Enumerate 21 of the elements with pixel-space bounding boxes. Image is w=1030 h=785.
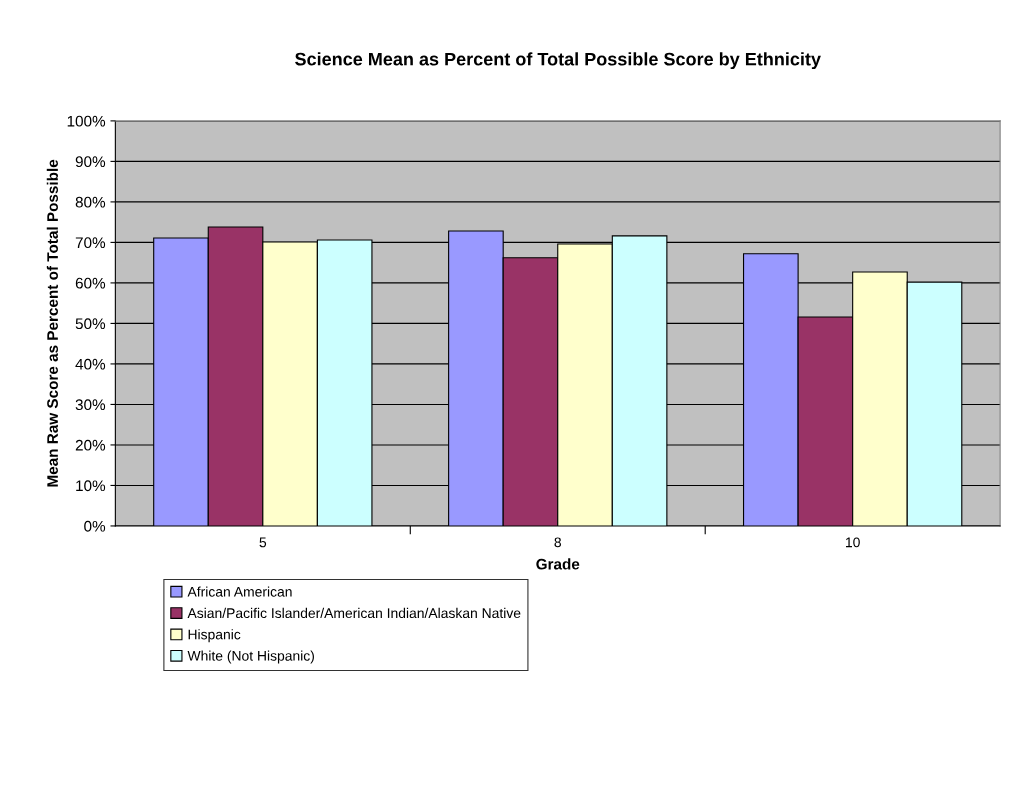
y-tick-label: 50% [75, 318, 106, 330]
legend-label: Asian/Pacific Islander/American Indian/Alaskan Native [187, 607, 521, 619]
legend-label: Hispanic [188, 629, 241, 643]
y-tick-label: 0% [84, 520, 106, 532]
y-tick-label: 100% [67, 115, 106, 127]
y-tick-label: 20% [75, 439, 106, 451]
y-tick-label: 40% [75, 358, 106, 370]
legend-label: African American [187, 586, 292, 597]
x-tick-label: 8 [554, 537, 561, 548]
y-tick-label: 60% [75, 277, 106, 289]
y-tick-label: 90% [75, 156, 106, 168]
chart-title: Science Mean as Percent of Total Possible Score by Ethnicity [295, 52, 821, 70]
x-tick-label: 5 [259, 537, 267, 548]
y-axis-title: Mean Raw Score as Percent of Total Possible [46, 159, 58, 487]
legend-label: White (Not Hispanic) [187, 650, 314, 664]
y-tick-label: 70% [75, 237, 106, 249]
y-tick-label: 80% [75, 196, 106, 208]
y-tick-label: 30% [75, 399, 106, 411]
y-tick-label: 10% [76, 480, 106, 492]
x-tick-label: 10 [846, 537, 860, 548]
x-axis-title: Grade [536, 558, 580, 570]
